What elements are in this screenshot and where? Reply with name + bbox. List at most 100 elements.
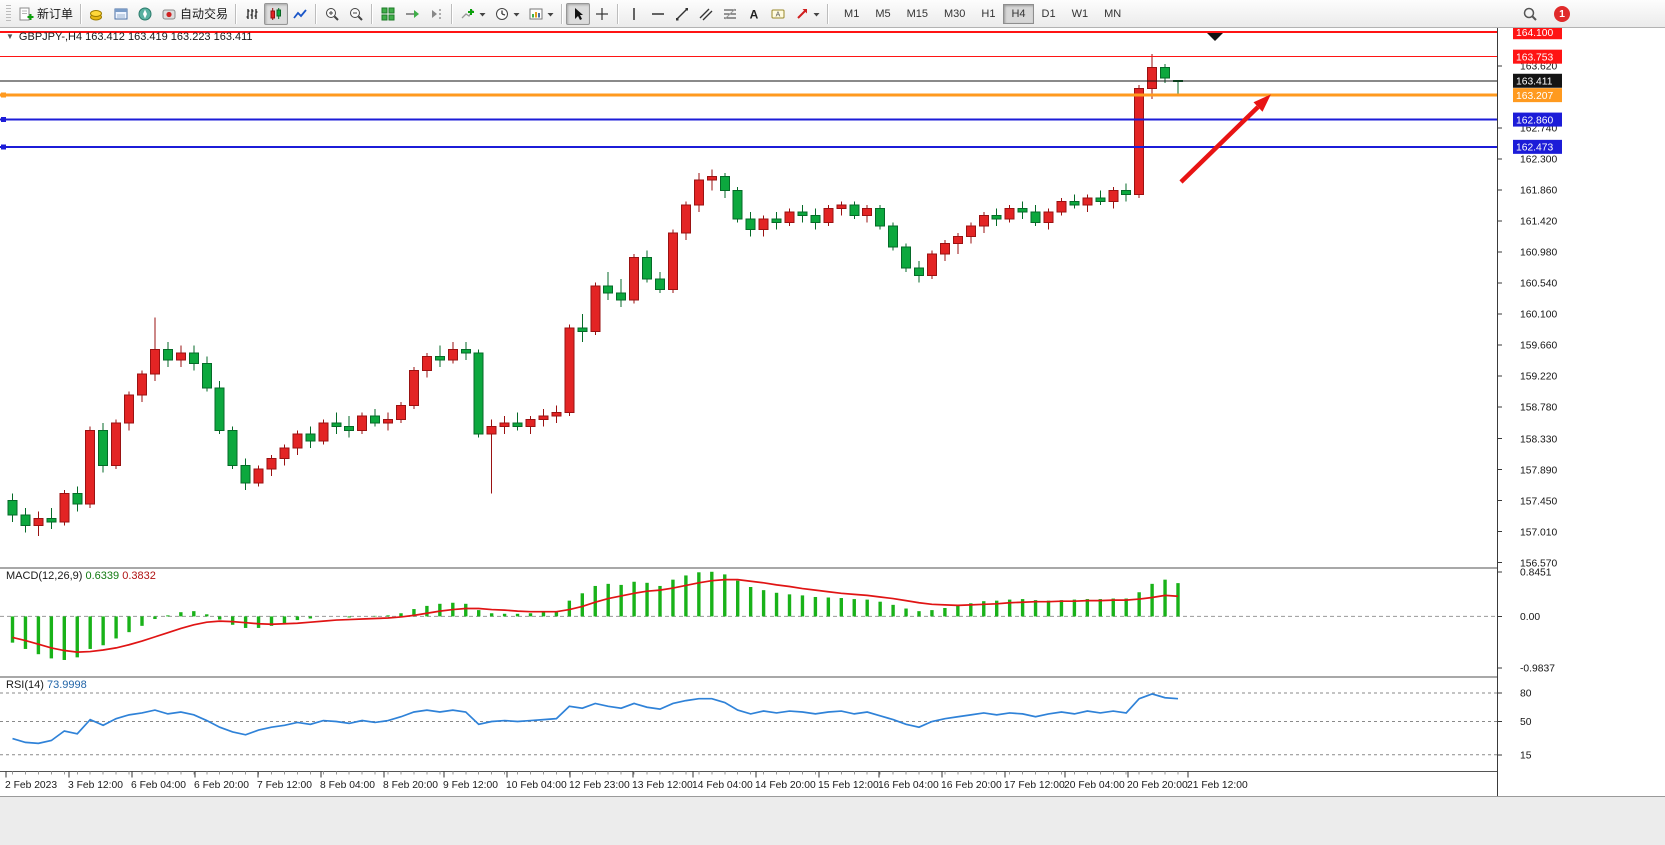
orange-level-line-handle[interactable] xyxy=(1,92,6,98)
timeframe-toolbar: M1 M5 M15 M30 H1 H4 D1 W1 MN xyxy=(836,3,1129,24)
svg-text:20 Feb 20:00: 20 Feb 20:00 xyxy=(1127,780,1188,791)
cursor-icon xyxy=(575,7,584,20)
timeframe-mn[interactable]: MN xyxy=(1096,4,1129,24)
crosshair-icon xyxy=(596,7,609,20)
arrows-tool-button[interactable] xyxy=(790,3,824,25)
price-scale[interactable]: 163.620 162.740 162.300 161.860 161.420 160.9… xyxy=(1497,25,1665,796)
one-click-collapse-icon[interactable]: ▼ xyxy=(6,32,14,41)
indicators-button[interactable] xyxy=(456,3,490,25)
zoom-in-button[interactable] xyxy=(320,3,344,25)
svg-text:159.220: 159.220 xyxy=(1520,372,1557,383)
toolbar-separator xyxy=(371,3,374,24)
panel-divider[interactable] xyxy=(0,567,1665,569)
timeframe-w1[interactable]: W1 xyxy=(1064,4,1097,24)
bottom-strip xyxy=(0,796,1665,845)
tile-windows-button[interactable] xyxy=(376,3,400,25)
timeframe-m30[interactable]: M30 xyxy=(936,4,973,24)
svg-text:80: 80 xyxy=(1520,689,1532,700)
trendline-tool-button[interactable] xyxy=(670,3,694,25)
resistance-line-1-price-tag xyxy=(1513,25,1562,40)
svg-text:8 Feb 04:00: 8 Feb 04:00 xyxy=(320,780,375,791)
rsi-name: RSI(14) xyxy=(6,679,44,691)
timeframe-h4[interactable]: H4 xyxy=(1003,3,1034,24)
svg-text:164.100: 164.100 xyxy=(1516,28,1553,39)
svg-text:9 Feb 12:00: 9 Feb 12:00 xyxy=(443,780,498,791)
rsi-panel xyxy=(0,692,1497,756)
svg-text:16 Feb 04:00: 16 Feb 04:00 xyxy=(878,780,939,791)
zoom-out-button[interactable] xyxy=(344,3,368,25)
svg-text:8 Feb 20:00: 8 Feb 20:00 xyxy=(383,780,438,791)
chevron-down-icon xyxy=(547,12,554,16)
market-watch-button[interactable] xyxy=(85,3,109,25)
svg-text:163.620: 163.620 xyxy=(1520,62,1557,73)
chevron-down-icon xyxy=(513,12,520,16)
svg-text:163.411: 163.411 xyxy=(1516,76,1553,87)
indicators-icon xyxy=(461,8,475,18)
toolbar-separator xyxy=(617,3,620,24)
navigator-icon xyxy=(138,7,152,20)
search-button[interactable] xyxy=(1518,3,1542,25)
svg-text:160.980: 160.980 xyxy=(1520,248,1557,259)
toolbar-separator xyxy=(827,3,830,24)
text-icon: A xyxy=(750,7,759,21)
vertical-line-tool-button[interactable] xyxy=(622,3,646,25)
timeframe-m15[interactable]: M15 xyxy=(899,4,936,24)
timeframe-m1[interactable]: M1 xyxy=(836,4,867,24)
new-order-button[interactable]: 新订单 xyxy=(14,3,77,25)
toolbar-separator xyxy=(561,3,564,24)
svg-text:0.8451: 0.8451 xyxy=(1520,568,1552,579)
svg-text:15: 15 xyxy=(1520,750,1532,761)
svg-text:157.010: 157.010 xyxy=(1520,527,1557,538)
chevron-down-icon xyxy=(479,12,486,16)
navigator-button[interactable] xyxy=(133,3,157,25)
bar-chart-button[interactable] xyxy=(240,3,264,25)
text-label-tool-button[interactable]: A xyxy=(766,3,790,25)
autotrading-button[interactable]: 自动交易 xyxy=(157,3,232,25)
autotrading-icon xyxy=(162,9,176,19)
svg-text:A: A xyxy=(750,7,759,21)
text-tool-button[interactable]: A xyxy=(742,3,766,25)
svg-text:159.660: 159.660 xyxy=(1520,341,1557,352)
toolbar-separator xyxy=(315,3,318,24)
templates-button[interactable] xyxy=(524,3,558,25)
svg-text:10 Feb 04:00: 10 Feb 04:00 xyxy=(506,780,567,791)
horizontal-line-icon xyxy=(652,12,665,15)
support-line-1-handle[interactable] xyxy=(1,117,6,123)
fibonacci-tool-button[interactable] xyxy=(718,3,742,25)
tile-windows-icon xyxy=(381,7,395,20)
trend-arrow-annotation[interactable] xyxy=(1179,94,1271,184)
crosshair-tool-button[interactable] xyxy=(590,3,614,25)
svg-text:160.100: 160.100 xyxy=(1520,310,1557,321)
panel-divider[interactable] xyxy=(0,676,1665,678)
candlestick-chart-button[interactable] xyxy=(264,2,289,25)
time-axis[interactable]: 2 Feb 2023 3 Feb 12:00 6 Feb 04:00 6 Feb 20… xyxy=(5,771,1248,792)
svg-text:14 Feb 04:00: 14 Feb 04:00 xyxy=(692,780,753,791)
triangle-marker[interactable] xyxy=(1207,33,1223,41)
support-line-2-handle[interactable] xyxy=(1,144,6,150)
zoom-out-icon xyxy=(350,7,363,21)
candlestick-chart-icon xyxy=(270,7,282,20)
periods-button[interactable] xyxy=(490,3,524,25)
auto-scroll-button[interactable] xyxy=(400,3,424,25)
horizontal-line-tool-button[interactable] xyxy=(646,3,670,25)
notification-badge[interactable]: 1 xyxy=(1554,5,1570,22)
autotrading-label: 自动交易 xyxy=(180,7,229,21)
svg-text:157.450: 157.450 xyxy=(1520,496,1557,507)
svg-text:7 Feb 12:00: 7 Feb 12:00 xyxy=(257,780,312,791)
timeframe-d1[interactable]: D1 xyxy=(1034,4,1064,24)
timeframe-m5[interactable]: M5 xyxy=(867,4,898,24)
cursor-tool-button[interactable] xyxy=(566,2,591,25)
svg-text:6 Feb 04:00: 6 Feb 04:00 xyxy=(131,780,186,791)
chart-shift-button[interactable] xyxy=(424,3,448,25)
channel-tool-button[interactable] xyxy=(694,3,718,25)
main-toolbar: 新订单 自动交易 xyxy=(0,0,1665,28)
template-icon xyxy=(529,8,543,19)
toolbar-grip[interactable] xyxy=(6,4,11,23)
macd-name: MACD(12,26,9) xyxy=(6,570,83,582)
timeframe-h1[interactable]: H1 xyxy=(973,4,1003,24)
toolbar-separator xyxy=(235,3,238,24)
zoom-in-icon xyxy=(326,7,339,21)
line-chart-button[interactable] xyxy=(288,3,312,25)
data-window-button[interactable] xyxy=(109,3,133,25)
